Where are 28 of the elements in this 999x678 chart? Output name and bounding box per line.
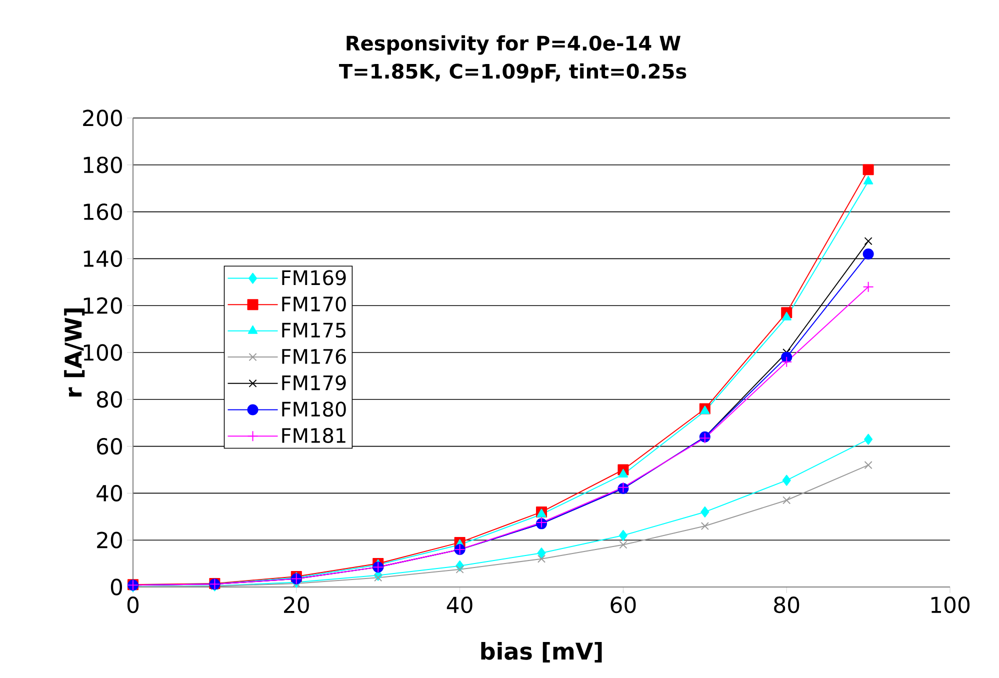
y-tick-label: 140 (84, 250, 122, 268)
x-axis-title: bias [mV] (481, 642, 602, 663)
x-tick-label: 60 (610, 596, 636, 614)
y-tick-label: 100 (84, 344, 122, 361)
legend-label: FM175 (282, 322, 346, 338)
y-tick-label: 20 (97, 532, 122, 548)
legend-label: FM169 (282, 270, 346, 286)
y-tick-label: 120 (84, 297, 122, 314)
y-tick-label: 60 (97, 438, 122, 455)
legend-label: FM176 (282, 348, 346, 364)
y-tick-label: 80 (96, 391, 122, 408)
chart-title: Responsivity for P=4.0e-14 W (346, 35, 680, 55)
y-tick-label: 0 (110, 578, 122, 596)
legend-label: FM180 (282, 402, 346, 417)
y-axis-title: r [A/W] (64, 308, 85, 397)
y-tick-label: 160 (84, 203, 122, 220)
x-tick-label: 80 (774, 596, 800, 614)
legend-label: FM179 (282, 375, 346, 390)
y-tick-label: 40 (96, 484, 122, 502)
x-tick-label: 0 (127, 596, 139, 614)
x-tick-label: 20 (284, 596, 309, 614)
x-tick-label: 40 (446, 596, 472, 614)
legend-label: FM170 (282, 296, 346, 312)
y-tick-label: 200 (83, 110, 122, 126)
y-tick-label: 180 (84, 156, 122, 174)
chart-subtitle: T=1.85K, C=1.09pF, tint=0.25s (339, 63, 686, 83)
x-tick-label: 100 (931, 596, 970, 614)
legend-label: FM181 (282, 428, 346, 444)
